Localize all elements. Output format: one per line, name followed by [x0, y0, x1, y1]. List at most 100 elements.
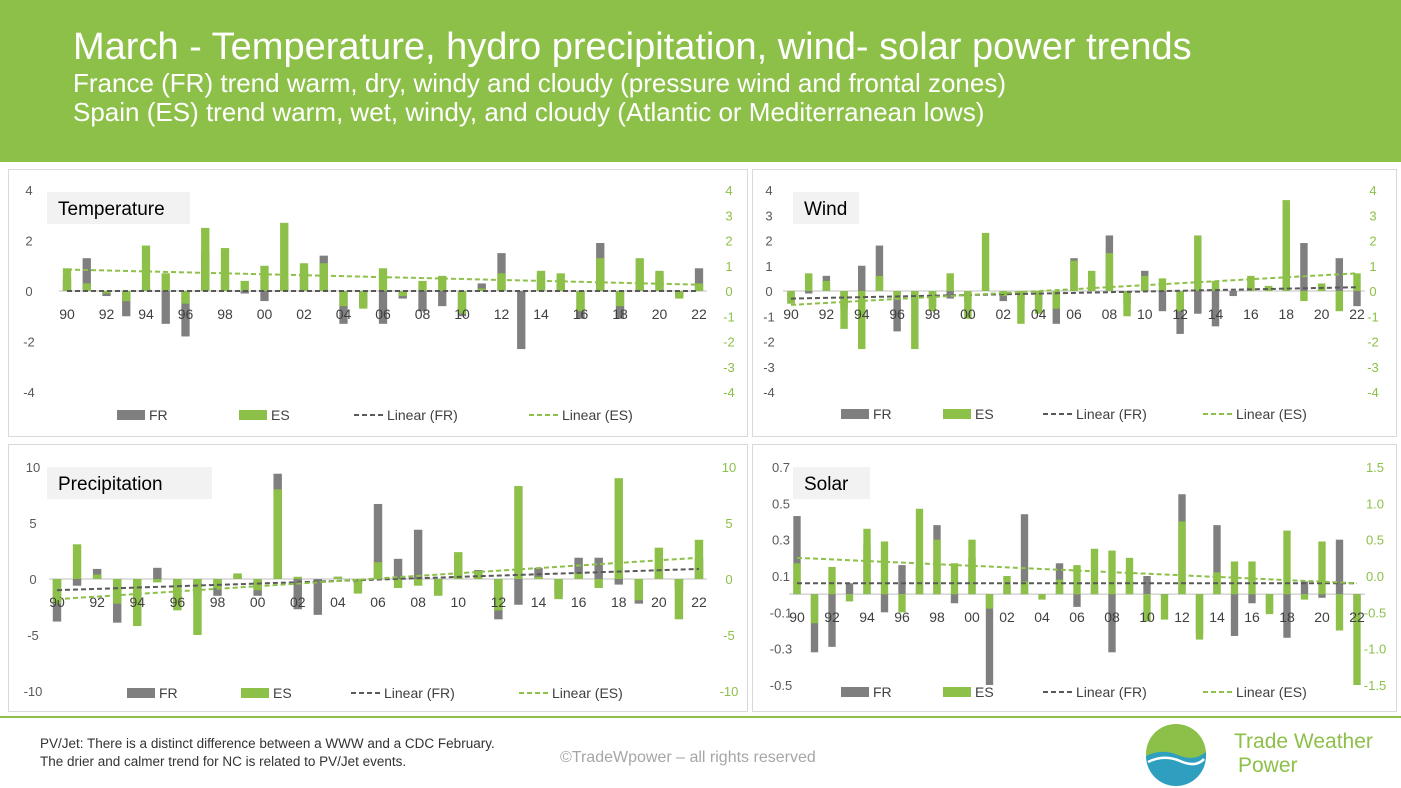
legend-label: Linear (ES): [562, 407, 633, 423]
bar-es: [1055, 579, 1064, 595]
bar-es: [596, 258, 605, 291]
chart-title: Wind: [804, 199, 847, 220]
bar-fr: [1335, 258, 1344, 291]
bar-es: [153, 579, 162, 583]
x-axis-tick-label: 16: [1244, 609, 1260, 625]
x-axis-tick-label: 04: [330, 594, 346, 610]
bar-es: [675, 291, 684, 299]
bar-fr: [858, 265, 866, 291]
bar-es: [62, 268, 72, 291]
legend-swatch-es: [943, 687, 971, 697]
x-axis-tick-label: 06: [1069, 609, 1085, 625]
right-axis-tick-label: 0: [725, 572, 732, 587]
x-axis-tick-label: 22: [691, 594, 707, 610]
bar-es: [477, 288, 486, 291]
x-axis-tick-label: 12: [1174, 609, 1190, 625]
chart-title-box: Precipitation: [47, 467, 212, 499]
bar-es: [52, 579, 62, 604]
bar-es: [946, 273, 954, 291]
bar-es: [1283, 530, 1291, 595]
right-axis-tick-label: 1: [725, 259, 732, 274]
bar-es: [1318, 541, 1326, 595]
legend-label: ES: [975, 406, 994, 422]
bar-fr: [985, 594, 994, 685]
precipitation-chart: 10 5 0 -5 -10 10 5 0 -5 -10 90 92 94 96 98 00 02 04 06 08 10…: [8, 444, 748, 712]
x-axis-tick-label: 90: [789, 609, 805, 625]
bar-es: [1052, 291, 1061, 309]
bar-es: [1282, 200, 1290, 291]
bar-es: [201, 227, 210, 291]
chart-title: Precipitation: [58, 474, 163, 495]
bar-es: [634, 579, 644, 601]
trend-line-es: [796, 556, 1358, 585]
right-axis-tick-label: -2: [723, 335, 735, 350]
left-axis-tick-label: -0.5: [770, 678, 792, 693]
x-axis-tick-label: 22: [691, 306, 707, 322]
bar-fr: [413, 529, 423, 579]
bar-es: [1070, 260, 1078, 291]
bar-es: [694, 283, 704, 291]
right-axis-tick-label: -4: [1367, 385, 1379, 400]
x-axis-tick-label: 06: [1066, 306, 1082, 322]
bar-fr: [339, 291, 348, 324]
x-axis-tick-label: 20: [1314, 609, 1330, 625]
trend-line-es: [66, 268, 700, 286]
bar-fr: [438, 291, 447, 307]
bar-es: [378, 268, 388, 291]
trade-weather-power-logo-icon: [1146, 724, 1206, 786]
solar-chart: 0.7 0.5 0.3 0.1 -0.1 -0.3 -0.5 1.5 1.0 0.5 0.0 -0.5…: [752, 444, 1397, 712]
bar-es: [1300, 594, 1309, 600]
bar-fr: [1335, 539, 1344, 595]
legend-label: FR: [159, 685, 178, 701]
x-axis-tick-label: 96: [170, 594, 186, 610]
x-axis-tick-label: 98: [217, 306, 233, 322]
bar-fr: [373, 503, 383, 579]
x-axis-tick-label: 90: [783, 306, 799, 322]
bar-es: [280, 222, 289, 291]
bar-fr: [898, 565, 906, 595]
left-axis-tick-label: 0.1: [772, 569, 790, 584]
left-axis-tick-label: -3: [763, 360, 775, 375]
right-axis-tick-label: -5: [723, 628, 735, 643]
trend-line-es: [790, 272, 1358, 306]
right-axis-tick-label: -10: [720, 684, 739, 699]
bar-es: [494, 579, 503, 611]
x-axis-tick-label: 98: [210, 594, 226, 610]
page-title: March - Temperature, hydro precipitation…: [73, 26, 1192, 68]
legend-label: FR: [149, 407, 168, 423]
bar-es: [933, 539, 941, 595]
bar-es: [220, 248, 230, 291]
bar-fr: [1318, 594, 1326, 598]
x-axis-tick-label: 10: [450, 594, 466, 610]
bar-es: [240, 280, 249, 291]
x-axis-tick-label: 16: [571, 594, 587, 610]
x-axis-tick-label: 14: [1209, 609, 1225, 625]
legend-label: Linear (ES): [1236, 406, 1307, 422]
bar-es: [694, 539, 704, 579]
legend-label: Linear (ES): [1236, 684, 1307, 700]
bar-es: [418, 280, 427, 291]
chart-title-background: [47, 467, 212, 499]
left-axis-tick-label: 5: [29, 516, 36, 531]
bar-es: [433, 579, 443, 596]
bar-es: [655, 270, 664, 291]
left-axis-tick-label: -4: [763, 385, 775, 400]
bar-es: [635, 258, 644, 291]
bar-fr: [1300, 581, 1309, 595]
note-line2: The drier and calmer trend for NC is rel…: [40, 754, 407, 769]
x-axis-tick-label: 04: [336, 306, 352, 322]
chart-title-box: Wind: [793, 192, 859, 224]
chart-legend: FR ES Linear (FR) Linear (ES): [117, 407, 633, 423]
bar-fr: [828, 594, 836, 647]
bar-es: [1265, 594, 1274, 615]
x-axis-tick-label: 22: [1349, 306, 1365, 322]
right-axis-tick-label: 4: [1369, 183, 1376, 198]
x-axis-tick-label: 92: [99, 306, 115, 322]
x-axis-tick-label: 12: [494, 306, 510, 322]
bar-es: [1073, 565, 1081, 595]
legend-swatch-es: [943, 409, 971, 419]
bar-fr: [1108, 594, 1116, 653]
x-axis-tick-label: 16: [573, 306, 589, 322]
x-axis-tick-label: 02: [999, 609, 1015, 625]
bar-es: [72, 544, 82, 579]
